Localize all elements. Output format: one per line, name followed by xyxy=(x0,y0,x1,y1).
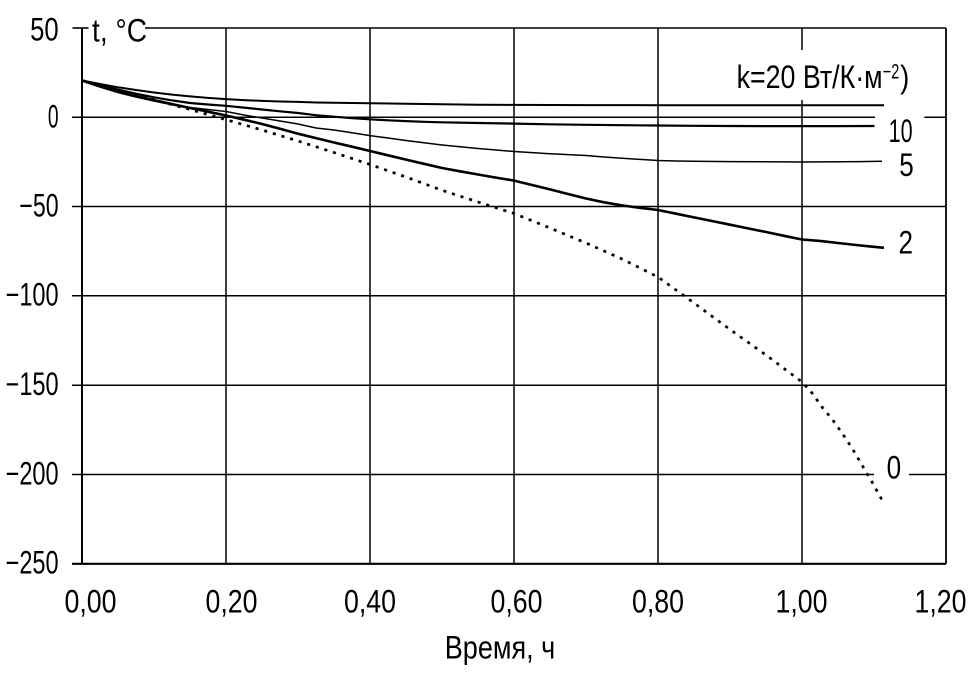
svg-text:−250: −250 xyxy=(6,545,59,581)
svg-text:50: 50 xyxy=(30,12,59,48)
svg-text:−150: −150 xyxy=(6,366,59,402)
svg-text:t, °C: t, °C xyxy=(92,13,147,49)
svg-text:1,00: 1,00 xyxy=(776,584,828,620)
svg-text:k=20 Вт/К·м: k=20 Вт/К·м xyxy=(737,59,883,95)
svg-text:0,80: 0,80 xyxy=(632,584,684,620)
svg-text:0,60: 0,60 xyxy=(491,584,543,620)
svg-text:5: 5 xyxy=(899,147,914,183)
svg-text:1,20: 1,20 xyxy=(915,584,967,620)
svg-text:0: 0 xyxy=(887,450,902,486)
svg-text:−50: −50 xyxy=(19,188,58,224)
svg-text:0,20: 0,20 xyxy=(206,584,258,620)
svg-text:−2: −2 xyxy=(883,60,900,83)
svg-text:): ) xyxy=(900,59,909,95)
svg-text:10: 10 xyxy=(889,113,913,149)
svg-text:0: 0 xyxy=(48,99,59,135)
svg-text:0,00: 0,00 xyxy=(65,584,117,620)
svg-text:0,40: 0,40 xyxy=(344,584,396,620)
svg-text:−200: −200 xyxy=(6,455,59,491)
svg-text:Время, ч: Время, ч xyxy=(445,630,556,666)
svg-text:−100: −100 xyxy=(6,277,59,313)
svg-text:2: 2 xyxy=(898,225,913,261)
